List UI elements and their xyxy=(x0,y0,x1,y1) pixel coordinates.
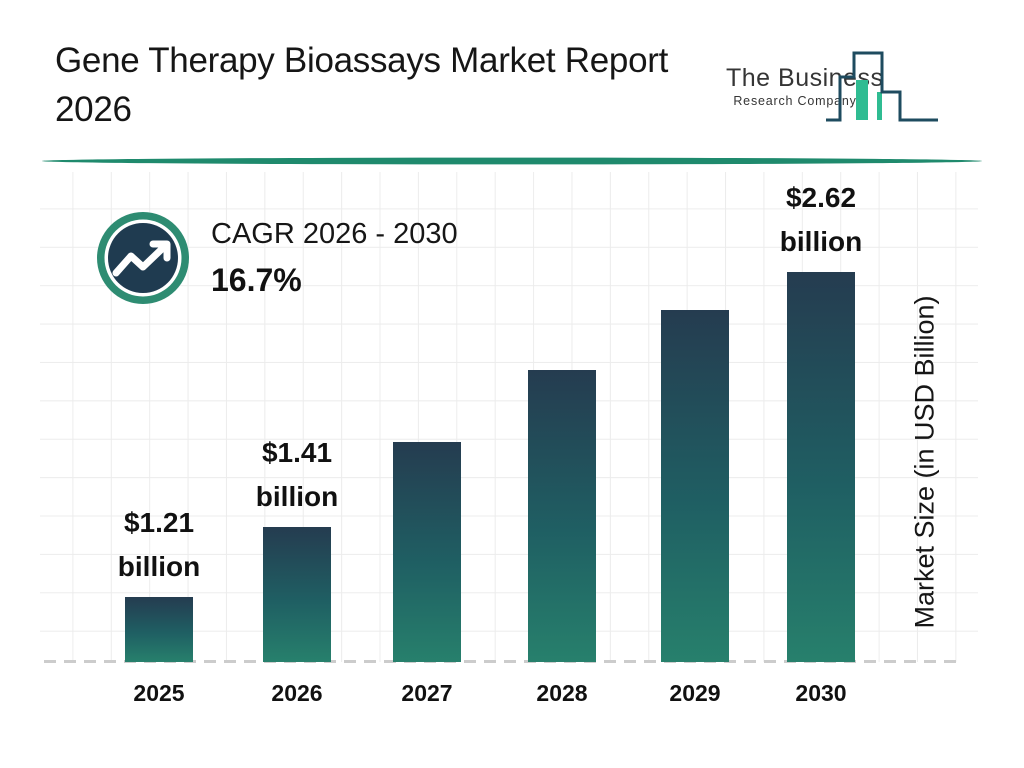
value-label-2025: $1.21 billion xyxy=(117,507,201,582)
logo-subname: Research Company xyxy=(733,94,857,108)
bar-2027 xyxy=(393,442,461,662)
bar-2029 xyxy=(661,310,729,662)
x-tick-2027: 2027 xyxy=(401,680,453,706)
chart-baseline xyxy=(44,660,956,663)
bar-2026 xyxy=(263,527,331,662)
x-tick-2028: 2028 xyxy=(536,680,588,706)
cagr-value: 16.7% xyxy=(211,262,302,298)
x-tick-2025: 2025 xyxy=(133,680,185,706)
x-tick-2030: 2030 xyxy=(795,680,847,706)
bar-2025 xyxy=(125,597,193,662)
value-label-2030: $2.62 billion xyxy=(779,182,863,257)
chart-area: $1.21 billion $1.41 billion $2.62 billion xyxy=(40,172,978,663)
y-axis-label: Market Size (in USD Billion) xyxy=(909,295,940,629)
logo-bars-icon xyxy=(826,51,938,122)
x-tick-2026: 2026 xyxy=(271,680,323,706)
title-divider xyxy=(42,157,982,165)
cagr-trend-icon xyxy=(97,212,189,304)
bar-2030 xyxy=(787,272,855,662)
bar-2028 xyxy=(528,370,596,662)
cagr-label: CAGR 2026 - 2030 xyxy=(211,218,458,250)
value-label-2026: $1.41 billion xyxy=(255,437,339,512)
company-logo: The Business Research Company xyxy=(726,40,966,126)
company-logo-text: The Business Research Company xyxy=(726,64,883,108)
x-tick-2029: 2029 xyxy=(669,680,721,706)
page-title: Gene Therapy Bioassays Market Report 202… xyxy=(55,41,669,129)
